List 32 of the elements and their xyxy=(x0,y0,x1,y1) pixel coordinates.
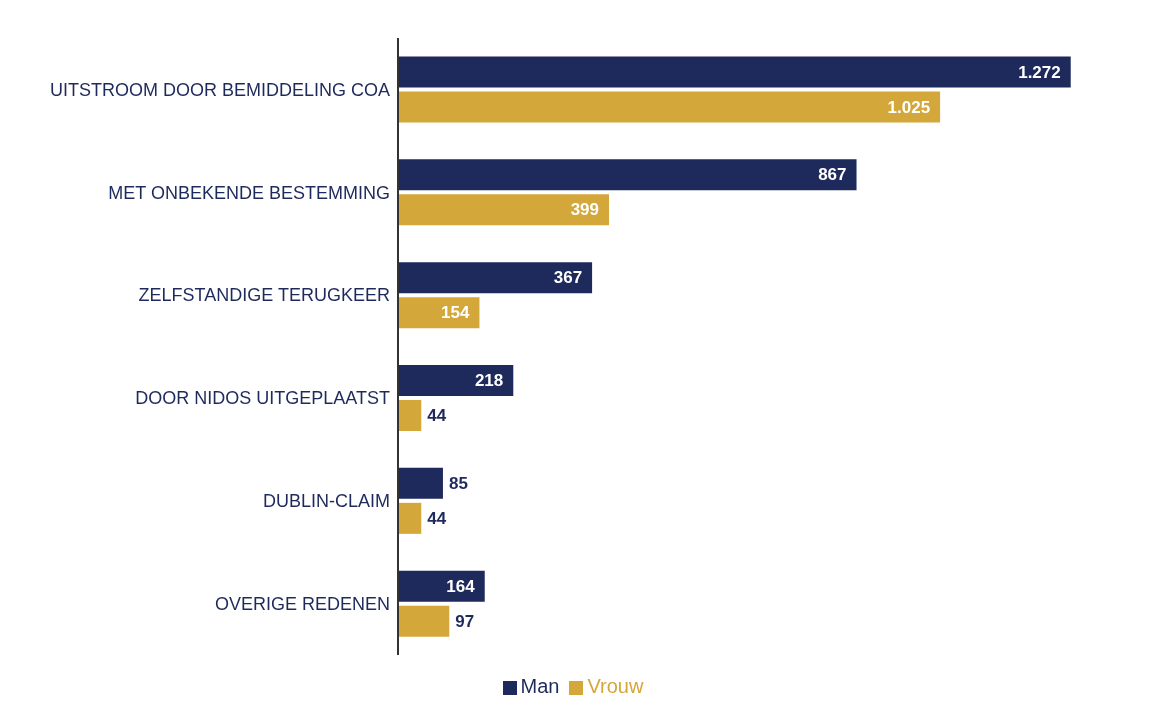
y-tick-label: MET ONBEKENDE BESTEMMING xyxy=(108,182,390,203)
data-label: 97 xyxy=(455,611,475,631)
bar xyxy=(398,91,941,123)
bar xyxy=(398,605,450,637)
bar xyxy=(398,159,857,191)
y-tick-label: OVERIGE REDENEN xyxy=(214,593,390,614)
data-label: 164 xyxy=(446,576,476,596)
bar xyxy=(398,502,422,534)
data-label: 85 xyxy=(448,473,468,493)
bar xyxy=(398,297,480,329)
bar xyxy=(398,365,514,397)
y-tick-label: ZELFSTANDIGE TERUGKEER xyxy=(138,285,390,306)
bar xyxy=(398,56,1071,88)
data-label: 399 xyxy=(570,200,600,220)
y-tick-label: DUBLIN-CLAIM xyxy=(262,491,390,512)
data-label: 44 xyxy=(427,406,447,426)
bar xyxy=(398,194,610,226)
bar xyxy=(398,262,593,294)
data-label: 154 xyxy=(441,303,470,323)
bar xyxy=(398,570,485,602)
y-tick-label: UITSTROOM DOOR BEMIDDELING COA xyxy=(49,79,390,100)
data-label: 867 xyxy=(818,165,847,185)
data-label: 44 xyxy=(427,508,447,528)
data-label: 1.025 xyxy=(887,97,931,117)
bar xyxy=(398,467,443,499)
data-label: 1.272 xyxy=(1018,62,1061,82)
legend-label: Man xyxy=(520,675,560,697)
data-label: 218 xyxy=(474,371,504,391)
legend-label: Vrouw xyxy=(587,675,644,697)
data-label: 367 xyxy=(553,268,583,288)
y-tick-label: DOOR NIDOS UITGEPLAATST xyxy=(135,388,390,409)
bar xyxy=(398,400,422,432)
